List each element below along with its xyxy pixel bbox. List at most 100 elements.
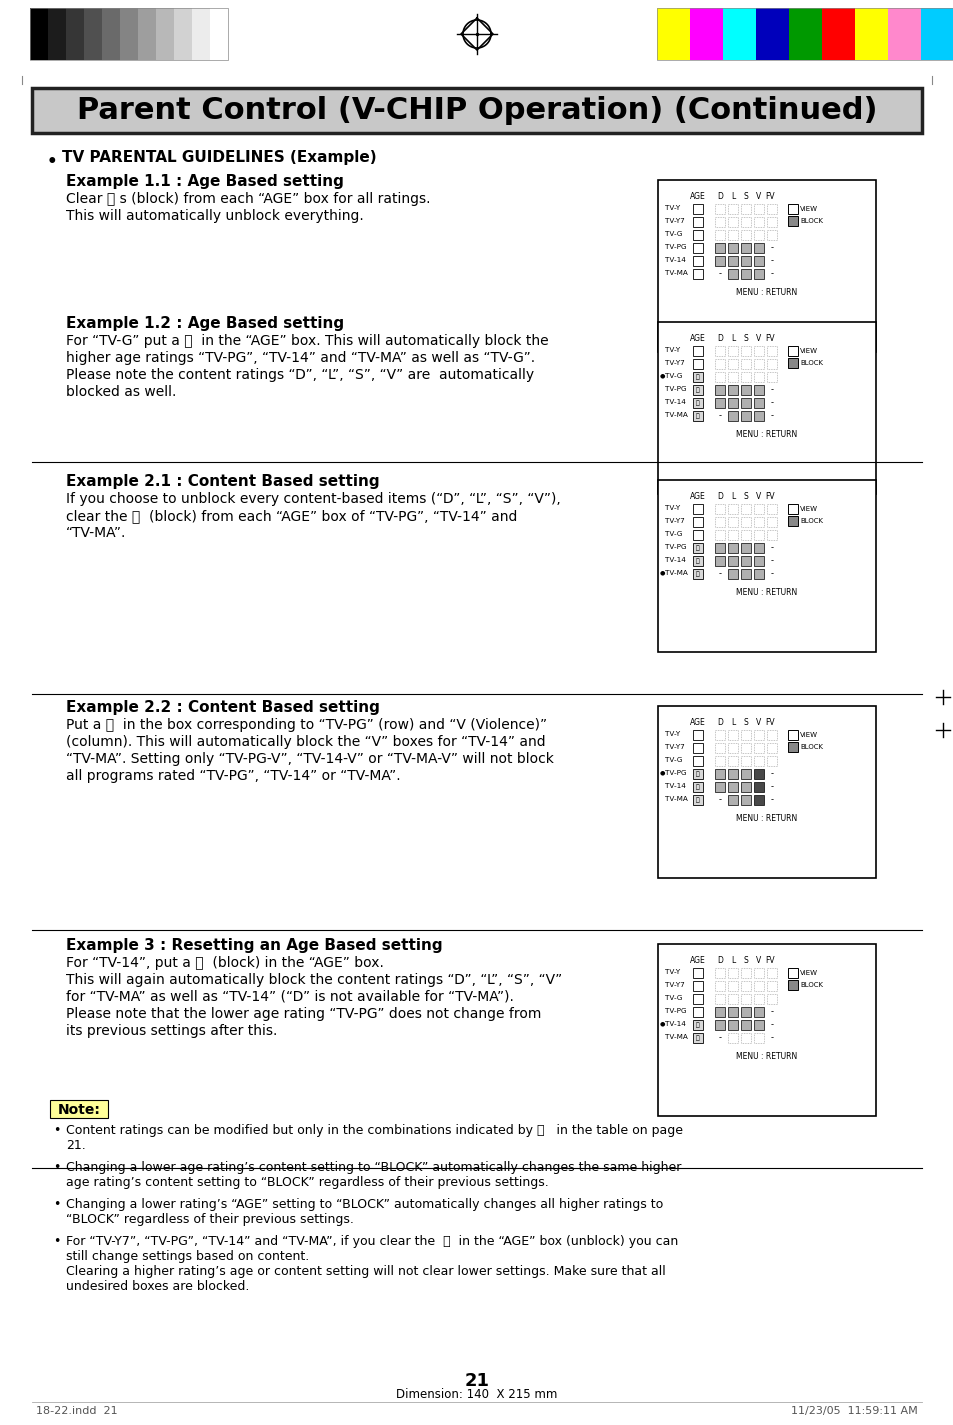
Bar xyxy=(727,256,738,266)
Bar xyxy=(727,385,738,395)
Text: BLOCK: BLOCK xyxy=(800,519,822,524)
Text: TV-G: TV-G xyxy=(664,231,681,237)
Bar xyxy=(692,782,702,792)
Text: TV-PG: TV-PG xyxy=(664,1007,686,1015)
Bar xyxy=(740,980,750,990)
Text: TV-14: TV-14 xyxy=(664,782,685,789)
Text: For “TV-Y7”, “TV-PG”, “TV-14” and “TV-MA”, if you clear the  Ⓥ  in the “AGE” box: For “TV-Y7”, “TV-PG”, “TV-14” and “TV-MA… xyxy=(66,1235,678,1248)
Bar xyxy=(740,372,750,382)
Text: “TV-MA”. Setting only “TV-PG-V”, “TV-14-V” or “TV-MA-V” will not block: “TV-MA”. Setting only “TV-PG-V”, “TV-14-… xyxy=(66,752,554,767)
Text: L: L xyxy=(730,492,735,502)
Text: Parent Control (V-CHIP Operation) (Continued): Parent Control (V-CHIP Operation) (Conti… xyxy=(76,95,877,125)
Polygon shape xyxy=(460,19,493,50)
Text: (column). This will automatically block the “V” boxes for “TV-14” and: (column). This will automatically block … xyxy=(66,735,545,750)
Text: S: S xyxy=(742,718,747,727)
Text: TV-MA: TV-MA xyxy=(664,1035,687,1040)
Text: TV-MA: TV-MA xyxy=(664,412,687,418)
Bar xyxy=(755,9,788,60)
Bar xyxy=(714,980,724,990)
Text: This will again automatically block the content ratings “D”, “L”, “S”, “V”: This will again automatically block the … xyxy=(66,973,561,988)
Text: -: - xyxy=(770,399,773,408)
Text: still change settings based on content.: still change settings based on content. xyxy=(66,1250,309,1263)
Text: ●: ● xyxy=(659,1020,665,1026)
Bar xyxy=(692,980,702,990)
Bar xyxy=(727,556,738,566)
Text: MENU : RETURN: MENU : RETURN xyxy=(736,814,797,824)
Bar xyxy=(740,398,750,408)
Text: L: L xyxy=(730,956,735,965)
Text: V: V xyxy=(756,492,760,502)
Text: Ⓥ: Ⓥ xyxy=(696,546,700,551)
Text: TV-14: TV-14 xyxy=(664,557,685,563)
Bar xyxy=(887,9,920,60)
Bar xyxy=(753,346,763,356)
Bar xyxy=(714,204,724,214)
Bar xyxy=(753,269,763,279)
Text: 18-22.indd  21: 18-22.indd 21 xyxy=(36,1406,117,1416)
Bar xyxy=(692,504,702,514)
Text: VIEW: VIEW xyxy=(800,732,817,738)
Bar xyxy=(84,9,102,60)
Bar xyxy=(658,705,875,878)
Bar xyxy=(766,217,776,227)
Bar xyxy=(766,980,776,990)
Bar xyxy=(753,968,763,978)
Bar xyxy=(740,757,750,767)
Bar xyxy=(787,204,797,214)
Text: •: • xyxy=(53,1124,60,1137)
Text: AGE: AGE xyxy=(689,333,705,343)
Bar xyxy=(766,504,776,514)
Bar xyxy=(727,204,738,214)
Text: Example 1.1 : Age Based setting: Example 1.1 : Age Based setting xyxy=(66,174,343,190)
Bar xyxy=(714,770,724,779)
Text: TV-Y7: TV-Y7 xyxy=(664,361,684,366)
Text: MENU : RETURN: MENU : RETURN xyxy=(736,1052,797,1062)
Bar xyxy=(173,9,192,60)
Bar xyxy=(753,385,763,395)
Text: TV-PG: TV-PG xyxy=(664,544,686,550)
Bar xyxy=(766,530,776,540)
Bar xyxy=(727,1007,738,1017)
Bar xyxy=(657,9,689,60)
Bar xyxy=(787,346,797,356)
Bar xyxy=(692,795,702,805)
Text: BLOCK: BLOCK xyxy=(800,744,822,750)
Text: For “TV-14”, put a Ⓥ  (block) in the “AGE” box.: For “TV-14”, put a Ⓥ (block) in the “AGE… xyxy=(66,956,383,970)
Bar xyxy=(766,757,776,767)
Bar xyxy=(753,204,763,214)
Bar xyxy=(658,180,875,352)
Text: higher age ratings “TV-PG”, “TV-14” and “TV-MA” as well as “TV-G”.: higher age ratings “TV-PG”, “TV-14” and … xyxy=(66,351,535,365)
Bar xyxy=(753,504,763,514)
Text: Example 2.1 : Content Based setting: Example 2.1 : Content Based setting xyxy=(66,475,379,489)
Bar xyxy=(821,9,854,60)
Bar xyxy=(727,770,738,779)
Text: for “TV-MA” as well as “TV-14” (“D” is not available for “TV-MA”).: for “TV-MA” as well as “TV-14” (“D” is n… xyxy=(66,990,514,1005)
Text: L: L xyxy=(730,192,735,201)
Bar xyxy=(692,398,702,408)
Bar xyxy=(766,346,776,356)
Text: •: • xyxy=(53,1198,60,1211)
Bar xyxy=(692,730,702,740)
Text: Ⓥ: Ⓥ xyxy=(696,1022,700,1027)
Bar xyxy=(740,968,750,978)
Text: TV-PG: TV-PG xyxy=(664,244,686,249)
Text: D: D xyxy=(717,492,722,502)
Text: -: - xyxy=(770,1033,773,1043)
Text: If you choose to unblock every content-based items (“D”, “L”, “S”, “V”),: If you choose to unblock every content-b… xyxy=(66,492,560,506)
Text: VIEW: VIEW xyxy=(800,970,817,976)
Bar xyxy=(753,556,763,566)
Bar xyxy=(692,256,702,266)
Bar xyxy=(727,795,738,805)
Bar xyxy=(714,757,724,767)
Bar xyxy=(727,517,738,527)
Text: Please note that the lower age rating “TV-PG” does not change from: Please note that the lower age rating “T… xyxy=(66,1007,540,1020)
Bar xyxy=(766,517,776,527)
Text: -: - xyxy=(718,795,720,805)
Bar xyxy=(692,556,702,566)
Bar xyxy=(50,1100,108,1119)
Bar xyxy=(714,995,724,1005)
Text: VIEW: VIEW xyxy=(800,506,817,512)
Bar xyxy=(727,569,738,579)
Bar xyxy=(753,517,763,527)
Bar xyxy=(740,795,750,805)
